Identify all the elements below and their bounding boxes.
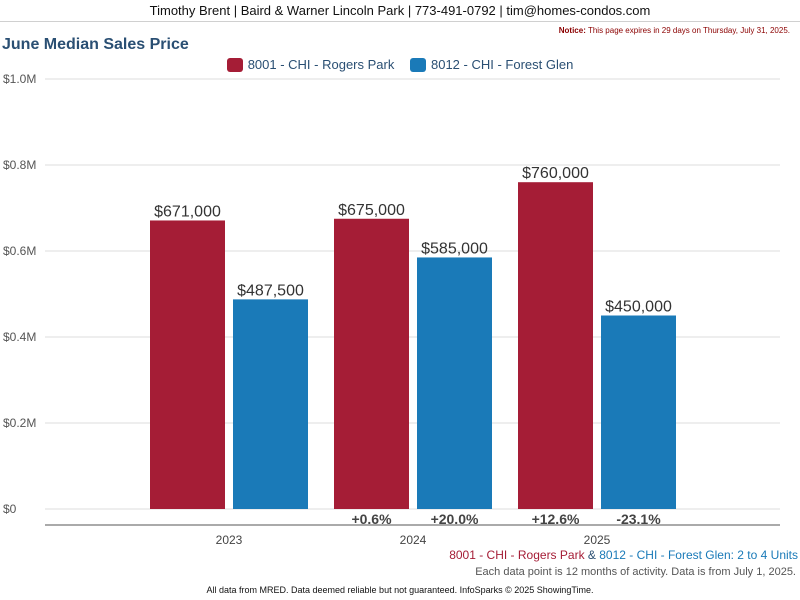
units-note-amp: & — [584, 548, 600, 562]
data-label: $585,000 — [421, 240, 488, 257]
activity-note: Each data point is 12 months of activity… — [475, 566, 796, 578]
legend-swatch-series1 — [226, 57, 243, 72]
data-label: $760,000 — [522, 165, 589, 182]
y-tick-label: $0.8M — [3, 158, 36, 172]
change-label: +20.0% — [431, 511, 479, 527]
notice-text: This page expires in 29 days on Thursday… — [587, 26, 790, 35]
legend-label-series2: 8012 - CHI - Forest Glen — [430, 57, 574, 72]
legend-item-series2[interactable]: 8012 - CHI - Forest Glen — [409, 57, 574, 72]
x-tick-label: 2024 — [400, 533, 427, 547]
units-note-series1: 8001 - CHI - Rogers Park — [449, 548, 585, 562]
change-label: +0.6% — [351, 511, 392, 527]
units-note: 8001 - CHI - Rogers Park & 8012 - CHI - … — [449, 548, 798, 562]
agent-header: Timothy Brent | Baird & Warner Lincoln P… — [0, 0, 800, 22]
bar — [601, 315, 676, 509]
x-tick-label: 2023 — [216, 533, 243, 547]
legend-label-series1: 8001 - CHI - Rogers Park — [247, 57, 395, 72]
chart-legend: 8001 - CHI - Rogers Park 8012 - CHI - Fo… — [0, 57, 800, 75]
legend-swatch-series2 — [409, 57, 426, 72]
data-label: $487,500 — [237, 282, 304, 299]
legend-item-series1[interactable]: 8001 - CHI - Rogers Park — [226, 57, 395, 72]
bar — [518, 182, 593, 509]
change-label: +12.6% — [532, 511, 580, 527]
bar — [417, 257, 492, 509]
bar — [334, 218, 409, 509]
footer-disclaimer: All data from MRED. Data deemed reliable… — [206, 585, 594, 595]
expiry-notice: Notice: This page expires in 29 days on … — [559, 26, 790, 35]
y-tick-label: $0.4M — [3, 330, 36, 344]
units-note-series2: 8012 - CHI - Forest Glen: 2 to 4 Units — [599, 548, 798, 562]
bar — [233, 299, 308, 509]
y-tick-label: $1.0M — [3, 72, 36, 86]
chart-title: June Median Sales Price — [2, 36, 189, 53]
notice-label: Notice: — [558, 26, 586, 35]
y-tick-label: $0.6M — [3, 244, 36, 258]
change-label: -23.1% — [616, 511, 661, 527]
x-tick-label: 2025 — [584, 533, 611, 547]
agent-contact-text: Timothy Brent | Baird & Warner Lincoln P… — [149, 3, 651, 18]
data-label: $671,000 — [154, 203, 221, 220]
y-tick-label: $0 — [3, 502, 17, 516]
y-tick-label: $0.2M — [3, 416, 36, 430]
data-label: $675,000 — [338, 202, 405, 219]
data-label: $450,000 — [605, 299, 672, 316]
bar — [150, 220, 225, 509]
